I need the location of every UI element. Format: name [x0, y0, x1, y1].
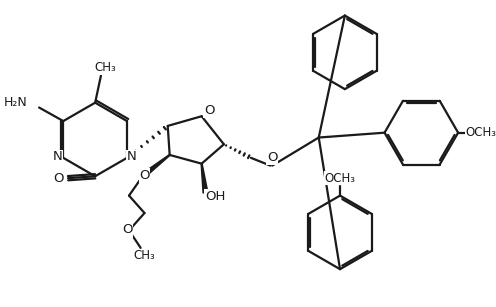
Text: H₂N: H₂N [4, 96, 27, 109]
Text: CH₃: CH₃ [94, 61, 116, 74]
Polygon shape [141, 154, 170, 178]
Text: OCH₃: OCH₃ [466, 126, 496, 139]
Text: CH₃: CH₃ [133, 249, 155, 262]
Text: O: O [204, 104, 215, 117]
Text: OCH₃: OCH₃ [324, 172, 356, 185]
Text: O: O [139, 170, 150, 183]
Text: OH: OH [205, 190, 225, 203]
Text: N: N [127, 150, 137, 163]
Text: OCH₃: OCH₃ [466, 126, 496, 139]
Polygon shape [201, 164, 208, 193]
Text: N: N [53, 150, 62, 163]
Text: O: O [267, 151, 278, 164]
Text: O: O [122, 224, 132, 237]
Text: N: N [127, 150, 137, 163]
Text: O: O [139, 169, 150, 182]
Text: OCH₃: OCH₃ [324, 172, 356, 185]
Text: CH₃: CH₃ [94, 61, 116, 74]
Text: O: O [53, 172, 63, 185]
Text: O: O [267, 151, 278, 164]
Text: N: N [53, 150, 62, 163]
Text: O: O [122, 223, 132, 236]
Text: H₂N: H₂N [5, 96, 29, 109]
Text: CH₃: CH₃ [133, 249, 155, 262]
Text: O: O [53, 172, 63, 185]
Text: OH: OH [205, 190, 225, 203]
Text: O: O [204, 104, 215, 117]
